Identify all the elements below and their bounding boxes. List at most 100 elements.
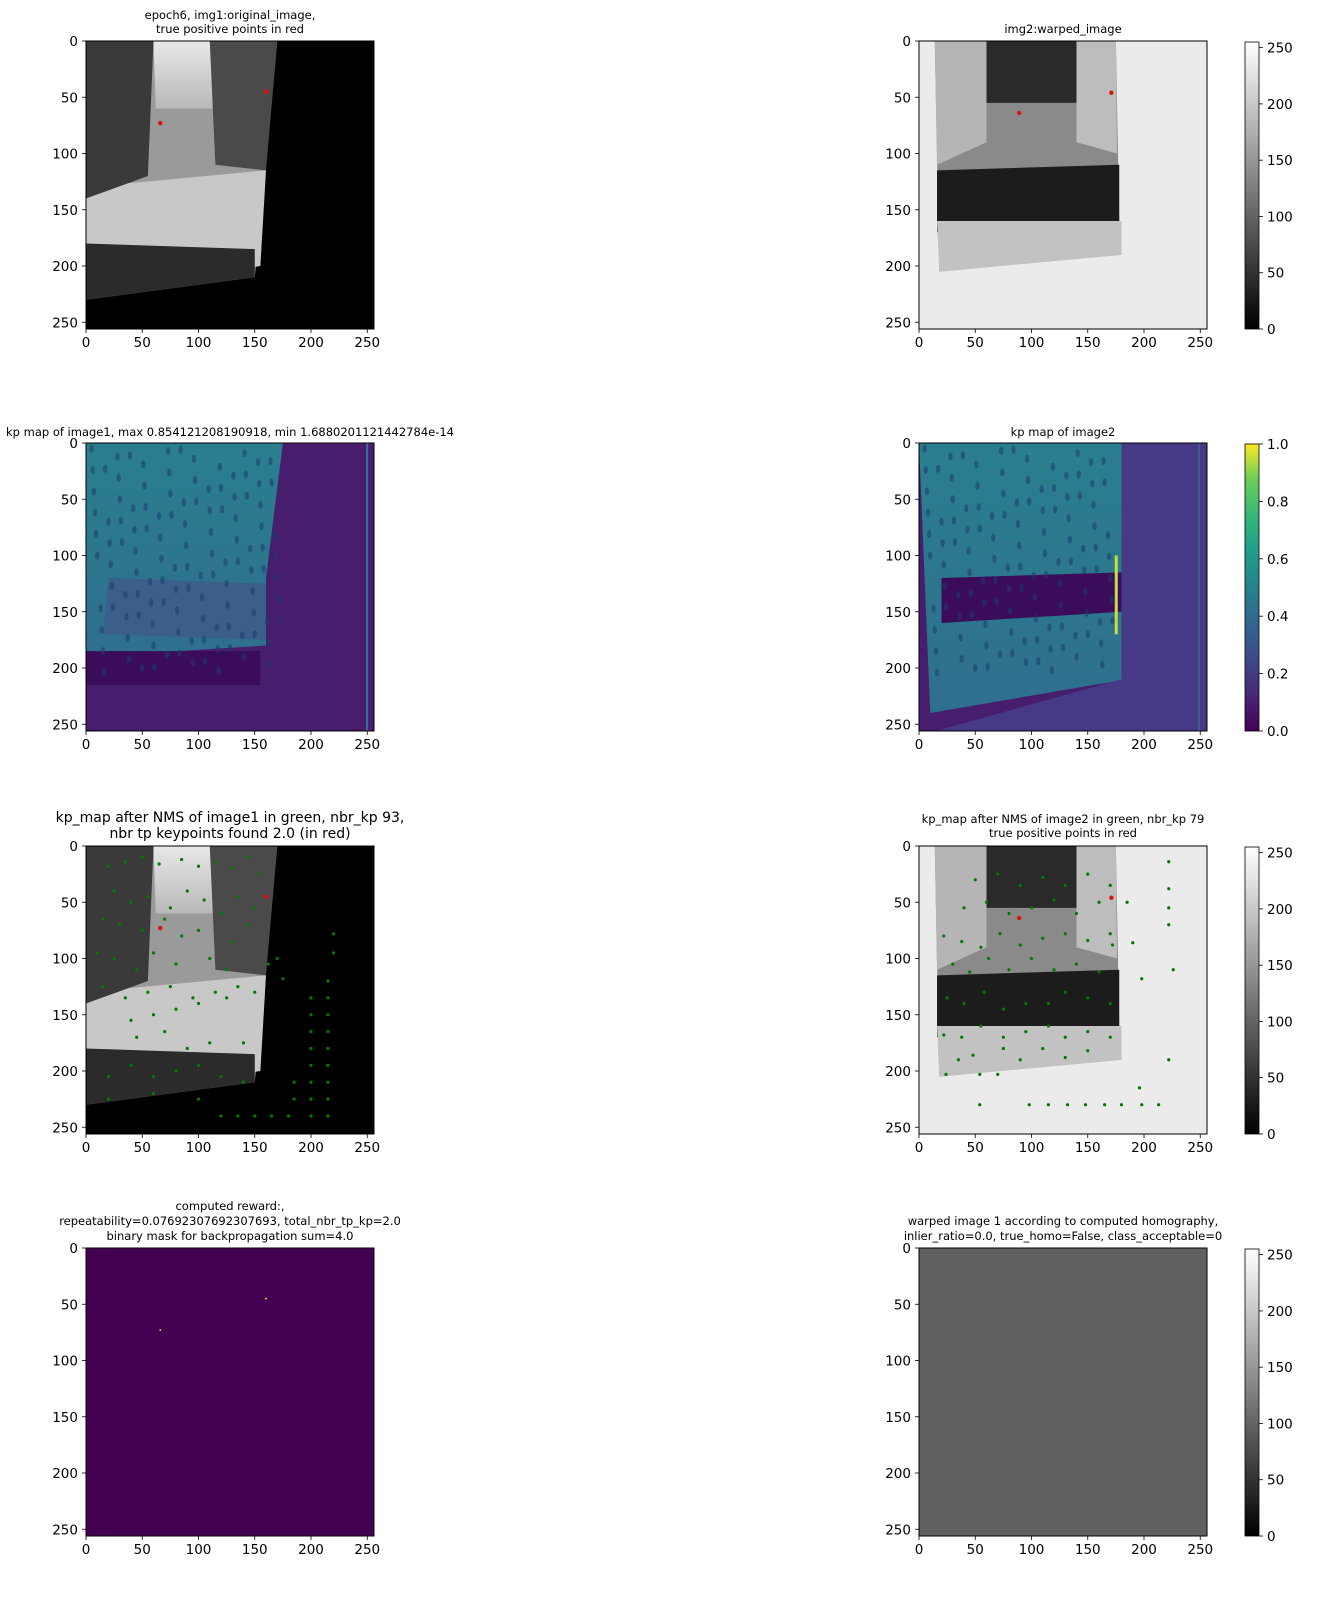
x-tick-label: 200 bbox=[298, 737, 324, 753]
texture-blob bbox=[1023, 658, 1029, 667]
green-keypoint bbox=[106, 1097, 111, 1101]
texture-blob bbox=[1043, 570, 1049, 579]
green-keypoint bbox=[309, 1114, 313, 1118]
heatmap-background bbox=[919, 1248, 1207, 1536]
texture-blob bbox=[960, 451, 966, 460]
texture-blob bbox=[250, 587, 255, 596]
texture-blob bbox=[89, 444, 94, 453]
texture-blob bbox=[1025, 476, 1031, 485]
x-tick-label: 50 bbox=[967, 335, 984, 351]
texture-blob bbox=[1031, 571, 1036, 580]
green-keypoint bbox=[1074, 962, 1079, 966]
green-keypoint bbox=[1063, 1055, 1067, 1060]
colorbar-tick-label: 150 bbox=[1267, 958, 1293, 974]
panel-title: binary mask for backpropagation sum=4.0 bbox=[107, 1229, 354, 1243]
right-area bbox=[935, 443, 1207, 731]
colorbar bbox=[1244, 41, 1260, 330]
texture-blob bbox=[134, 568, 139, 577]
texture-blob bbox=[125, 633, 130, 642]
texture-blob bbox=[1024, 454, 1030, 463]
texture-blob bbox=[123, 590, 128, 599]
panel-title: kp map of image1, max 0.854121208190918,… bbox=[6, 425, 454, 439]
green-keypoint bbox=[185, 1046, 189, 1051]
green-keypoint bbox=[942, 1033, 946, 1037]
green-keypoint bbox=[1086, 1049, 1090, 1053]
texture-blob bbox=[169, 511, 174, 519]
green-keypoint bbox=[1108, 1001, 1112, 1006]
y-tick-label: 50 bbox=[894, 1297, 911, 1313]
texture-blob bbox=[922, 444, 927, 453]
texture-blob bbox=[116, 473, 121, 482]
texture-blob bbox=[1110, 616, 1115, 625]
texture-blob bbox=[1101, 457, 1106, 465]
green-keypoint bbox=[987, 956, 991, 961]
green-keypoint bbox=[331, 951, 336, 955]
red-true-positive-point bbox=[263, 89, 269, 94]
heatmap-background bbox=[86, 1248, 374, 1536]
green-keypoint bbox=[1108, 883, 1112, 887]
green-keypoint bbox=[1108, 932, 1112, 936]
green-keypoint bbox=[208, 1041, 212, 1045]
colorbar-tick-label: 50 bbox=[1267, 1473, 1284, 1489]
x-tick-label: 0 bbox=[915, 335, 924, 351]
texture-blob bbox=[1084, 608, 1089, 617]
texture-blob bbox=[156, 512, 162, 521]
x-tick-label: 0 bbox=[915, 1140, 924, 1156]
green-keypoint bbox=[309, 1097, 313, 1101]
x-tick-label: 100 bbox=[1019, 737, 1045, 753]
colorbar-tick-label: 0.0 bbox=[1267, 724, 1288, 740]
green-keypoint bbox=[1018, 943, 1022, 947]
x-tick-label: 250 bbox=[354, 1542, 380, 1558]
texture-blob bbox=[143, 503, 148, 512]
texture-blob bbox=[956, 590, 961, 599]
green-keypoint bbox=[1167, 1058, 1171, 1062]
green-keypoint bbox=[978, 1103, 982, 1107]
panel-title: kp map of image2 bbox=[1011, 425, 1116, 439]
texture-blob bbox=[983, 620, 988, 629]
texture-blob bbox=[1015, 520, 1021, 528]
green-keypoint bbox=[1052, 898, 1056, 902]
texture-blob bbox=[992, 554, 997, 563]
texture-blob bbox=[985, 662, 990, 671]
green-keypoint bbox=[174, 962, 178, 966]
texture-blob bbox=[200, 614, 206, 623]
texture-blob bbox=[161, 597, 166, 606]
green-keypoint bbox=[101, 917, 105, 921]
green-keypoint bbox=[157, 862, 161, 866]
texture-blob bbox=[966, 547, 971, 555]
green-keypoint bbox=[956, 1058, 960, 1062]
green-keypoint bbox=[123, 996, 127, 1000]
texture-blob bbox=[91, 487, 97, 496]
texture-blob bbox=[227, 643, 233, 652]
axes-frame bbox=[85, 442, 375, 732]
green-keypoint bbox=[1029, 906, 1034, 910]
green-keypoint bbox=[213, 860, 217, 864]
texture-blob bbox=[225, 601, 230, 609]
green-keypoint bbox=[973, 878, 977, 882]
texture-blob bbox=[958, 633, 963, 642]
y-tick-label: 0 bbox=[902, 34, 911, 50]
texture-blob bbox=[101, 668, 107, 677]
colorbar-tick-label: 0.6 bbox=[1267, 552, 1288, 568]
green-keypoint bbox=[1137, 1086, 1142, 1090]
x-tick-label: 200 bbox=[298, 335, 324, 351]
colorbar-tick-label: 250 bbox=[1267, 41, 1293, 57]
texture-blob bbox=[973, 664, 978, 672]
texture-blob bbox=[118, 516, 124, 525]
green-keypoint bbox=[1086, 938, 1090, 943]
colorbar-tick-label: 50 bbox=[1267, 1071, 1284, 1087]
texture-blob bbox=[235, 557, 241, 566]
y-tick-label: 150 bbox=[52, 1410, 78, 1426]
trees-right bbox=[209, 41, 278, 171]
texture-blob bbox=[277, 616, 282, 625]
green-keypoint bbox=[962, 1001, 966, 1006]
colorbar-tick-label: 250 bbox=[1267, 1248, 1293, 1264]
panel-title: inlier_ratio=0.0, true_homo=False, class… bbox=[904, 1229, 1222, 1243]
texture-blob bbox=[1094, 565, 1099, 573]
green-keypoint bbox=[174, 1069, 178, 1073]
dark-sky bbox=[986, 41, 1088, 103]
green-keypoint bbox=[247, 855, 251, 859]
